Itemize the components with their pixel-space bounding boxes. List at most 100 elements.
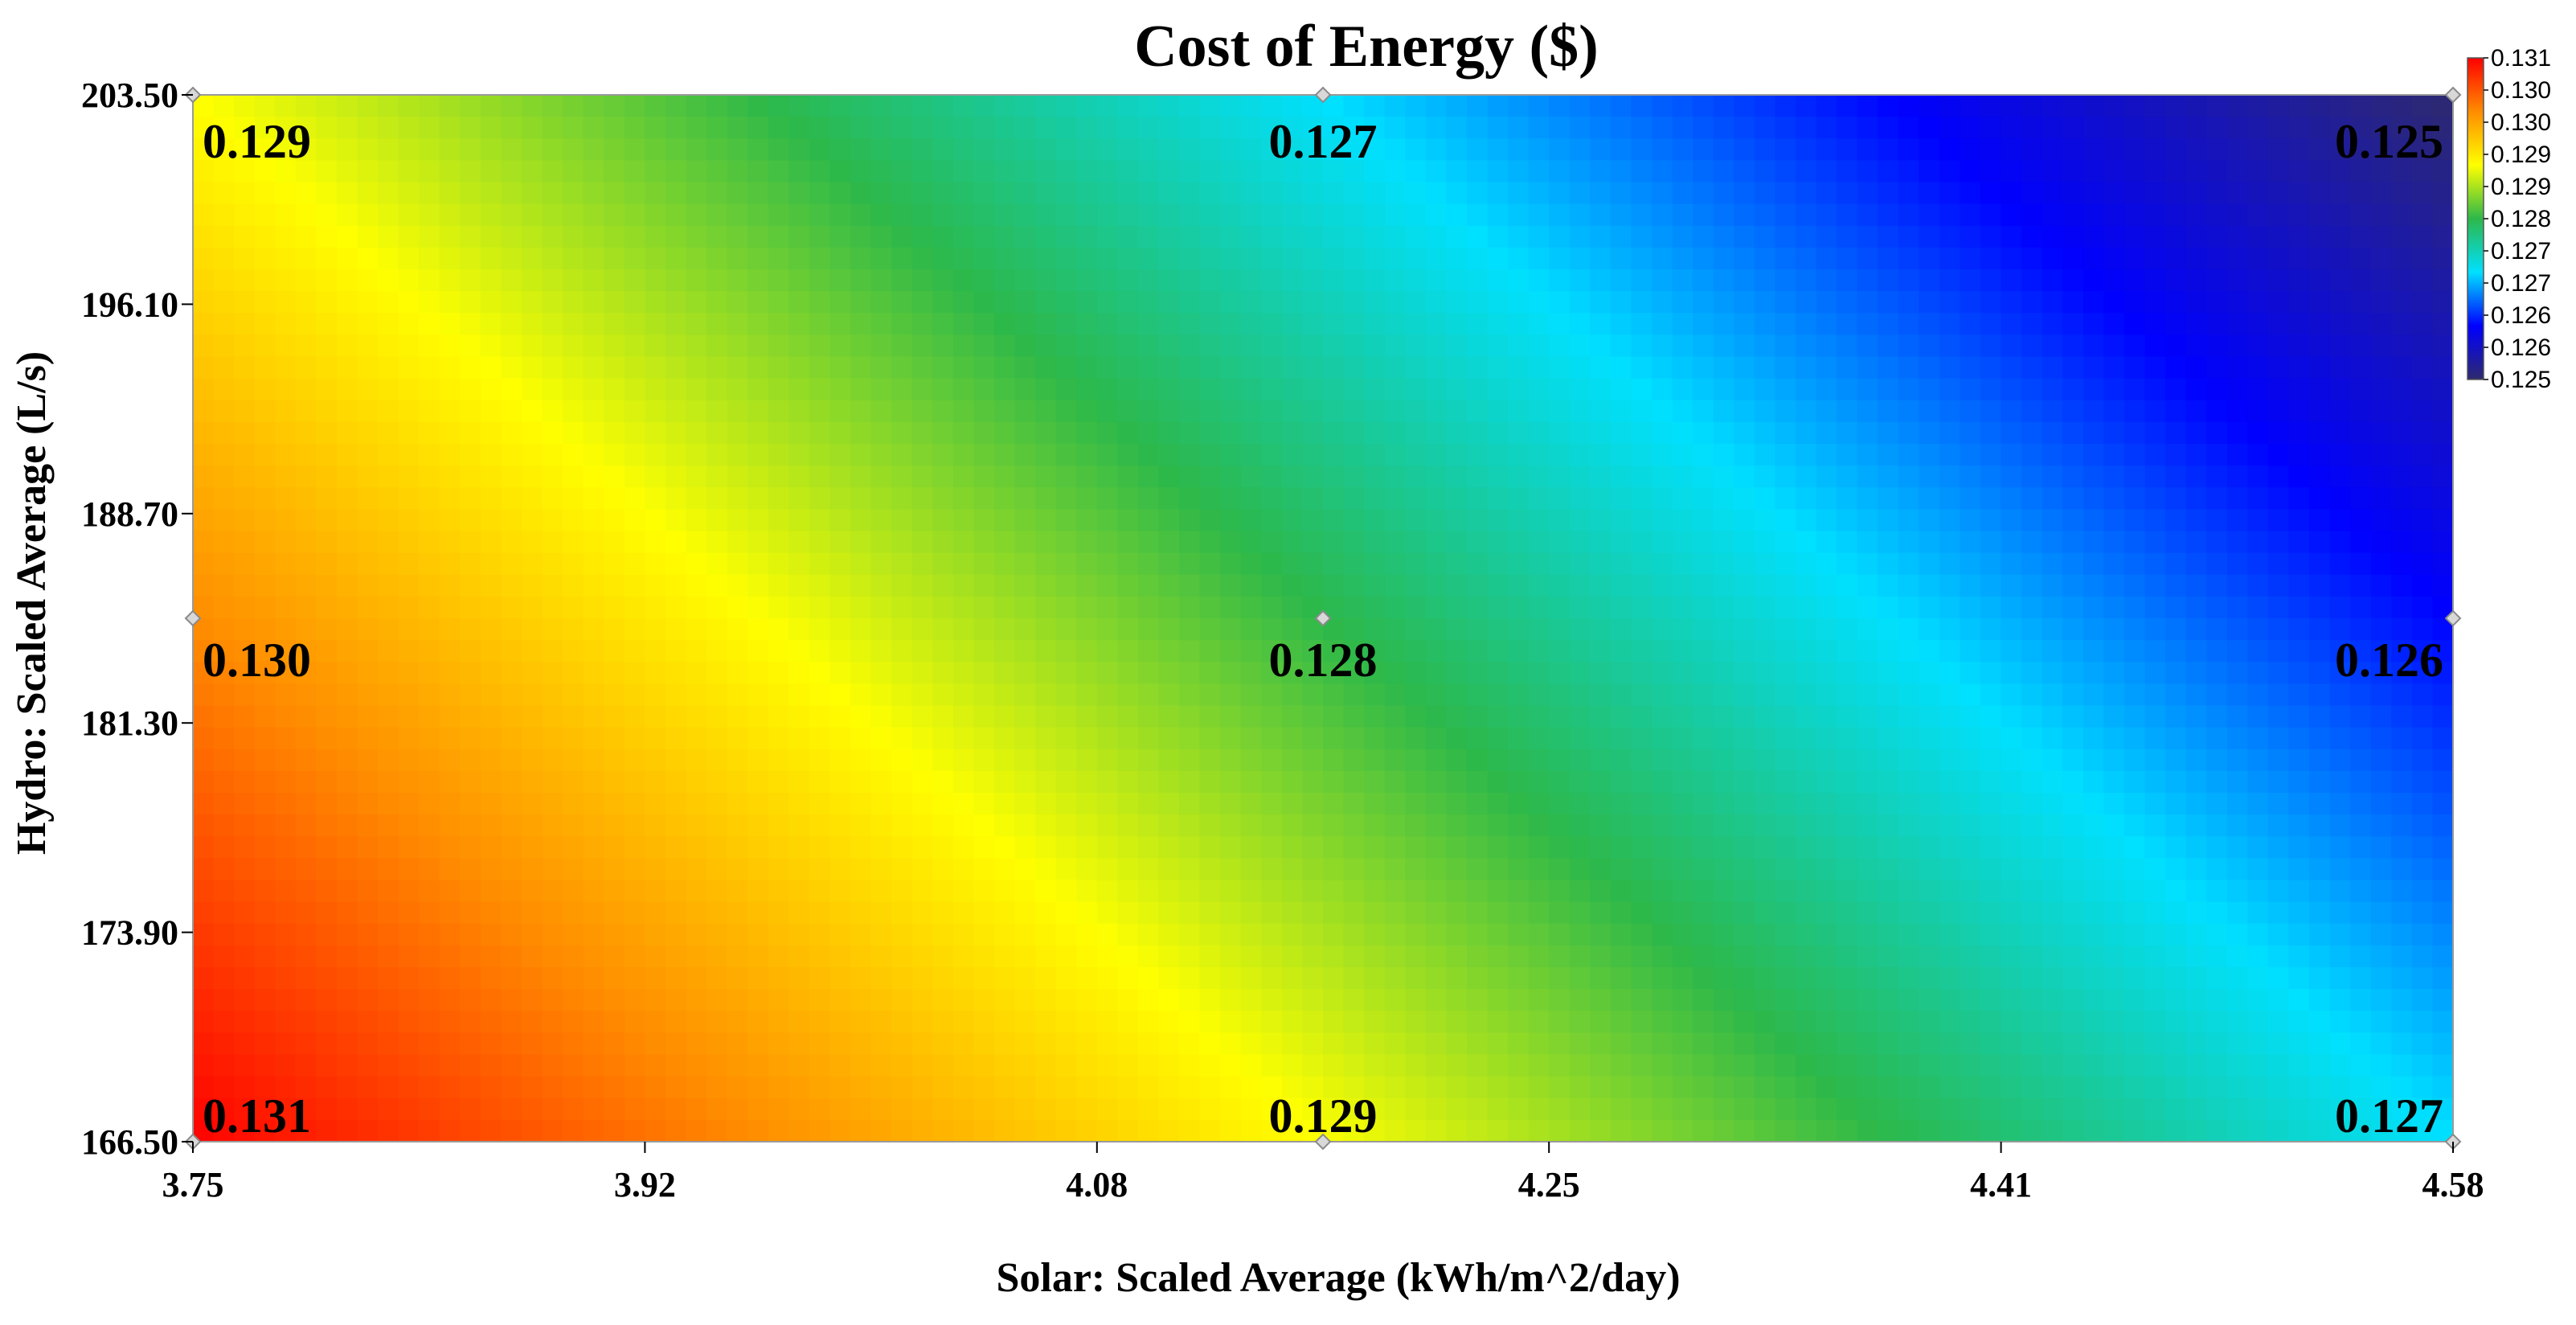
heatmap-cell (1014, 1119, 1036, 1142)
heatmap-cell (439, 117, 461, 140)
heatmap-cell (501, 858, 522, 881)
heatmap-cell (254, 487, 276, 511)
heatmap-cell (911, 160, 934, 183)
heatmap-cell (1281, 749, 1304, 772)
heatmap-cell (2288, 1097, 2310, 1121)
heatmap-cell (1878, 596, 1899, 619)
heatmap-cell (480, 421, 502, 445)
heatmap-cell (1549, 1097, 1571, 1121)
heatmap-cell (1508, 945, 1530, 968)
heatmap-cell (522, 225, 543, 248)
heatmap-cell (1508, 727, 1530, 750)
heatmap-cell (686, 793, 707, 815)
heatmap-cell (234, 727, 256, 750)
heatmap-cell (1857, 247, 1879, 270)
heatmap-cell (788, 313, 810, 336)
heatmap-cell (1117, 552, 1139, 576)
heatmap-cell (1405, 923, 1427, 946)
heatmap-cell (1693, 356, 1714, 379)
heatmap-cell (1652, 1054, 1673, 1077)
heatmap-cell (1302, 487, 1324, 511)
heatmap-cell (891, 901, 913, 925)
heatmap-cell (1405, 334, 1427, 358)
heatmap-cell (2083, 770, 2105, 794)
heatmap-cell (2001, 487, 2022, 511)
heatmap-cell (624, 291, 646, 314)
heatmap-cell (1137, 95, 1160, 117)
heatmap-cell (563, 596, 584, 619)
heatmap-cell (686, 356, 707, 379)
heatmap-cell (583, 313, 605, 336)
heatmap-cell (932, 531, 954, 554)
heatmap-cell (911, 487, 934, 511)
heatmap-cell (1508, 313, 1530, 336)
heatmap-cell (1713, 945, 1735, 968)
heatmap-cell (316, 1011, 338, 1034)
heatmap-cell (1240, 509, 1263, 532)
heatmap-cell (1693, 421, 1714, 445)
heatmap-cell (357, 378, 379, 401)
heatmap-cell (1261, 182, 1283, 205)
heatmap-cell (357, 509, 379, 532)
heatmap-cell (2206, 749, 2228, 772)
heatmap-cell (1672, 683, 1693, 707)
heatmap-cell (624, 1032, 646, 1056)
heatmap-cell (542, 269, 563, 292)
heatmap-cell (316, 618, 338, 641)
heatmap-cell (1795, 487, 1817, 511)
heatmap-cell (1960, 291, 1981, 314)
heatmap-cell (1446, 400, 1468, 423)
heatmap-cell (1569, 531, 1591, 554)
heatmap-cell (1837, 640, 1858, 663)
heatmap-cell (1220, 95, 1242, 117)
heatmap-cell (2309, 291, 2331, 314)
heatmap-cell (1631, 880, 1652, 903)
heatmap-cell (1898, 749, 1920, 772)
heatmap-cell (768, 444, 790, 466)
heatmap-cell (973, 378, 995, 401)
heatmap-cell (706, 269, 728, 292)
heatmap-cell (1693, 662, 1714, 685)
heatmap-cell (1035, 1054, 1057, 1077)
heatmap-cell (1117, 596, 1139, 619)
heatmap-cell (2001, 378, 2022, 401)
heatmap-cell (788, 531, 810, 554)
heatmap-cell (645, 1119, 666, 1142)
heatmap-cell (645, 1097, 666, 1121)
heatmap-cell (2206, 945, 2228, 968)
heatmap-cell (1158, 117, 1180, 140)
heatmap-cell (1384, 138, 1407, 162)
heatmap-cell (1343, 683, 1365, 707)
heatmap-cell (604, 117, 625, 140)
heatmap-cell (1055, 770, 1078, 794)
heatmap-cell (1220, 138, 1242, 162)
heatmap-cell (1919, 334, 1940, 358)
heatmap-cell (2001, 356, 2022, 379)
heatmap-cell (1569, 247, 1591, 270)
heatmap-cell (254, 291, 276, 314)
heatmap-cell (563, 203, 584, 227)
heatmap-cell (1035, 225, 1057, 248)
heatmap-cell (1939, 444, 1961, 466)
heatmap-cell (911, 356, 934, 379)
heatmap-cell (1405, 247, 1427, 270)
heatmap-cell (1323, 313, 1345, 336)
heatmap-cell (419, 531, 440, 554)
heatmap-cell (1672, 618, 1693, 641)
heatmap-cell (1898, 291, 1920, 314)
heatmap-cell (1261, 160, 1283, 183)
heatmap-cell (378, 662, 399, 685)
heatmap-cell (1137, 378, 1160, 401)
heatmap-cell (1302, 945, 1324, 968)
heatmap-cell (460, 989, 481, 1012)
heatmap-cell (2083, 444, 2105, 466)
heatmap-cell (1446, 203, 1468, 227)
heatmap-cell (645, 95, 666, 117)
heatmap-cell (1425, 814, 1448, 838)
heatmap-cell (2206, 509, 2228, 532)
heatmap-cell (829, 793, 851, 815)
heatmap-cell (275, 444, 297, 466)
heatmap-cell (1096, 356, 1119, 379)
heatmap-cell (1549, 160, 1571, 183)
heatmap-cell (624, 552, 646, 576)
